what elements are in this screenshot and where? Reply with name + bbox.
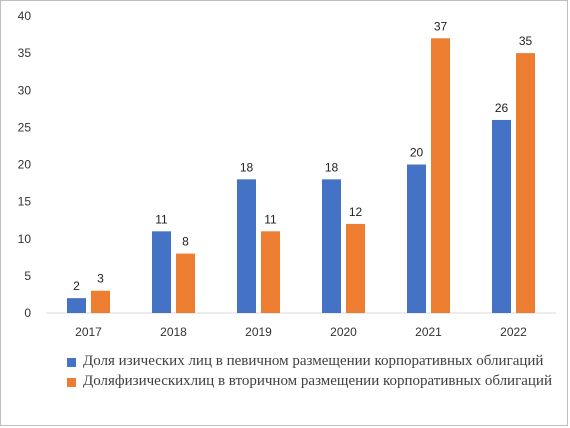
bar-series-2 [176, 253, 195, 313]
x-axis: 2017 2018 2019 2020 2021 2022 [75, 325, 527, 339]
data-label: 2 [73, 279, 80, 293]
x-tick-label: 2017 [75, 325, 102, 339]
data-label: 12 [349, 205, 363, 219]
y-tick-label: 10 [18, 232, 32, 246]
data-label: 8 [182, 235, 189, 249]
legend-item-series-2: Доляфизическихлиц в вторичном размещении… [67, 373, 557, 390]
bar-series-1 [407, 164, 426, 313]
y-tick-label: 40 [18, 9, 32, 23]
x-tick-label: 2022 [500, 325, 527, 339]
data-label: 11 [264, 212, 277, 226]
y-tick-label: 15 [18, 195, 32, 209]
legend-label-series-2: Доляфизическихлиц в вторичном размещении… [83, 373, 552, 389]
bar-series-2 [516, 53, 535, 313]
y-tick-label: 35 [18, 46, 32, 60]
data-label: 26 [495, 101, 509, 115]
data-label: 20 [410, 146, 424, 160]
bar-series-2 [431, 38, 450, 314]
data-label: 35 [519, 34, 533, 48]
data-label: 18 [325, 160, 339, 174]
data-label: 37 [434, 19, 448, 33]
bar-series-2 [346, 223, 365, 313]
data-labels: 2 3 11 8 18 11 18 12 20 37 26 35 [73, 19, 532, 293]
x-tick-label: 2020 [330, 325, 357, 339]
y-tick-label: 0 [24, 306, 31, 320]
x-tick-label: 2018 [160, 325, 187, 339]
bar-series-1 [152, 231, 171, 313]
bars [67, 38, 535, 314]
data-label: 11 [155, 212, 168, 226]
bar-series-1 [67, 298, 86, 313]
y-tick-label: 30 [18, 83, 32, 97]
y-tick-label: 25 [18, 120, 32, 134]
data-label: 3 [97, 272, 104, 286]
data-label: 18 [240, 160, 254, 174]
legend-item-series-1: Доля изических лиц в певичном размещении… [67, 353, 557, 370]
bar-series-2 [261, 231, 280, 313]
bar-series-1 [492, 119, 511, 313]
legend-swatch-blue [67, 358, 76, 367]
y-tick-label: 5 [24, 269, 31, 283]
legend-label-series-1: Доля изических лиц в певичном размещении… [83, 353, 544, 369]
x-tick-label: 2019 [245, 325, 272, 339]
bar-series-2 [91, 290, 110, 313]
x-tick-label: 2021 [415, 325, 442, 339]
y-tick-label: 20 [18, 158, 32, 172]
legend: Доля изических лиц в певичном размещении… [67, 353, 557, 393]
bar-series-1 [237, 179, 256, 313]
bar-series-1 [322, 179, 341, 313]
y-axis: 0 5 10 15 20 25 30 35 40 [18, 9, 32, 320]
legend-swatch-orange [67, 378, 76, 387]
